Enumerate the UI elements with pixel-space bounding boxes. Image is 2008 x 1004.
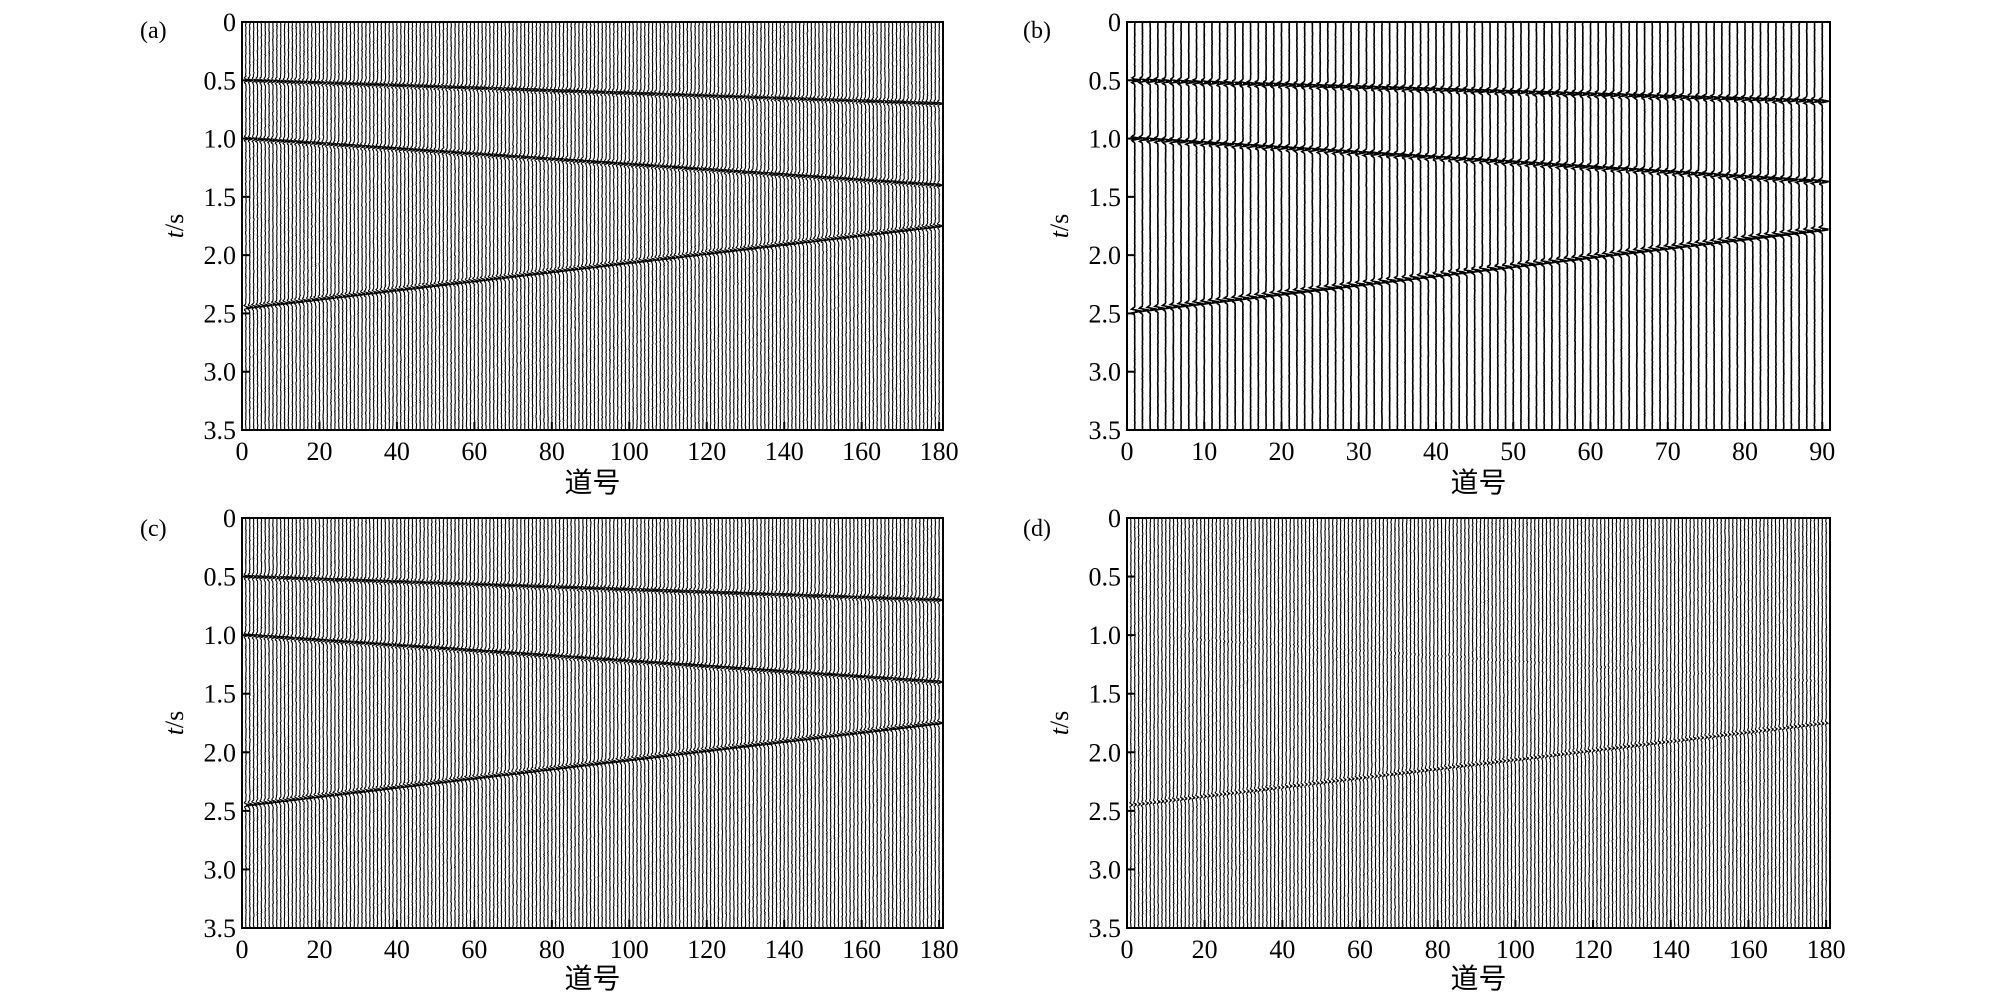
y-tick-label: 0 [1108, 504, 1121, 533]
y-tick-label: 3.0 [204, 855, 237, 884]
y-tick-label: 2.0 [1089, 241, 1122, 270]
x-tick-label: 40 [1269, 935, 1295, 964]
x-tick-label: 40 [384, 935, 410, 964]
y-tick-label: 2.0 [204, 738, 237, 767]
y-tick-label: 0 [223, 8, 236, 37]
y-axis-label: t/s [160, 214, 189, 239]
y-axis-label: t/s [1045, 214, 1074, 239]
y-tick-label: 1.0 [1089, 125, 1122, 154]
x-tick-label: 70 [1655, 437, 1681, 466]
x-tick-label: 60 [1578, 437, 1604, 466]
y-tick-label: 3.5 [204, 416, 237, 445]
x-tick-label: 20 [306, 935, 332, 964]
x-tick-label: 80 [539, 935, 565, 964]
y-tick-label: 0.5 [204, 66, 237, 95]
x-tick-label: 140 [1651, 935, 1690, 964]
x-tick-label: 20 [306, 437, 332, 466]
y-tick-label: 1.0 [204, 125, 237, 154]
panel-label: (b) [1023, 18, 1051, 44]
x-tick-label: 100 [610, 437, 649, 466]
x-axis-label: 道号 [1450, 467, 1506, 499]
y-tick-label: 1.5 [1089, 680, 1122, 709]
x-tick-label: 10 [1191, 437, 1217, 466]
x-axis-label: 道号 [564, 467, 620, 499]
x-tick-label: 20 [1269, 437, 1295, 466]
x-tick-label: 50 [1500, 437, 1526, 466]
x-axis-label: 道号 [1450, 963, 1506, 995]
y-tick-label: 3.5 [1089, 914, 1122, 943]
y-tick-label: 2.5 [204, 299, 237, 328]
panel-label: (a) [140, 18, 167, 44]
y-tick-label: 1.0 [1089, 621, 1122, 650]
x-tick-label: 160 [842, 437, 881, 466]
x-tick-label: 60 [461, 437, 487, 466]
x-tick-label: 120 [1574, 935, 1613, 964]
y-tick-label: 1.5 [204, 183, 237, 212]
x-tick-label: 100 [1496, 935, 1535, 964]
y-tick-label: 0.5 [1089, 563, 1122, 592]
x-tick-label: 60 [461, 935, 487, 964]
y-tick-label: 3.0 [204, 358, 237, 387]
x-tick-label: 40 [1423, 437, 1449, 466]
y-tick-label: 0.5 [1089, 66, 1122, 95]
x-tick-label: 80 [539, 437, 565, 466]
y-tick-label: 0.5 [204, 563, 237, 592]
x-tick-label: 40 [384, 437, 410, 466]
x-tick-label: 80 [1732, 437, 1758, 466]
y-tick-label: 3.5 [204, 914, 237, 943]
y-tick-label: 3.5 [1089, 416, 1122, 445]
y-tick-label: 2.5 [1089, 299, 1122, 328]
x-tick-label: 140 [765, 935, 804, 964]
x-tick-label: 60 [1347, 935, 1373, 964]
y-tick-label: 2.5 [204, 797, 237, 826]
panel-label: (d) [1023, 516, 1051, 542]
y-tick-label: 0 [223, 504, 236, 533]
x-tick-label: 160 [1729, 935, 1768, 964]
x-tick-label: 180 [920, 437, 959, 466]
x-tick-label: 0 [1121, 437, 1134, 466]
y-tick-label: 1.0 [204, 621, 237, 650]
y-tick-label: 0 [1108, 8, 1121, 37]
y-axis-label: t/s [160, 711, 189, 736]
x-tick-label: 30 [1346, 437, 1372, 466]
x-tick-label: 120 [687, 935, 726, 964]
x-tick-label: 80 [1425, 935, 1451, 964]
x-tick-label: 90 [1809, 437, 1835, 466]
x-tick-label: 180 [1807, 935, 1846, 964]
x-tick-label: 0 [236, 437, 249, 466]
y-tick-label: 3.0 [1089, 358, 1122, 387]
x-tick-label: 0 [1121, 935, 1134, 964]
y-tick-label: 3.0 [1089, 855, 1122, 884]
x-tick-label: 160 [842, 935, 881, 964]
x-axis-label: 道号 [564, 963, 620, 995]
x-tick-label: 140 [765, 437, 804, 466]
x-tick-label: 180 [920, 935, 959, 964]
y-tick-label: 1.5 [1089, 183, 1122, 212]
x-tick-label: 20 [1192, 935, 1218, 964]
x-tick-label: 100 [610, 935, 649, 964]
y-tick-label: 2.0 [1089, 738, 1122, 767]
x-tick-label: 120 [687, 437, 726, 466]
y-tick-label: 1.5 [204, 680, 237, 709]
x-tick-label: 0 [236, 935, 249, 964]
panel-label: (c) [140, 516, 167, 542]
y-tick-label: 2.5 [1089, 797, 1122, 826]
y-tick-label: 2.0 [204, 241, 237, 270]
y-axis-label: t/s [1045, 711, 1074, 736]
